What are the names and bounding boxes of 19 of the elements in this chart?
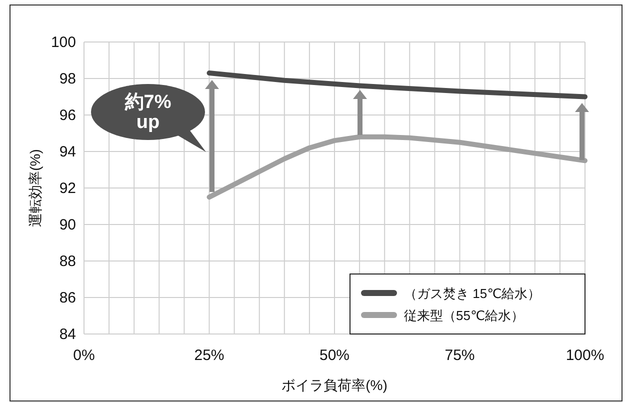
y-tick-label: 84 — [59, 326, 76, 343]
x-axis-title: ボイラ負荷率(%) — [282, 377, 388, 393]
x-tick-label: 25% — [194, 347, 224, 364]
y-tick-label: 98 — [59, 70, 76, 88]
y-tick-label: 96 — [59, 107, 76, 124]
y-tick-label: 92 — [59, 180, 76, 197]
y-axis-title: 運転効率(%) — [27, 149, 43, 227]
y-tick-label: 88 — [59, 253, 76, 270]
y-tick-label: 86 — [59, 290, 76, 306]
annotation: 約7% up — [124, 92, 172, 133]
x-tick-label: 0% — [73, 347, 95, 364]
x-tick-label: 50% — [319, 347, 350, 364]
y-tick-label: 100 — [50, 34, 76, 51]
y-tick-label: 94 — [59, 144, 76, 160]
y-tick-label: 90 — [59, 216, 76, 234]
x-tick-label: 100% — [566, 347, 604, 364]
legend-label: 従来型（55℃給水） — [404, 308, 524, 323]
legend-label: （ガス焚き 15℃給水） — [404, 286, 541, 301]
x-tick-label: 75% — [444, 347, 475, 364]
